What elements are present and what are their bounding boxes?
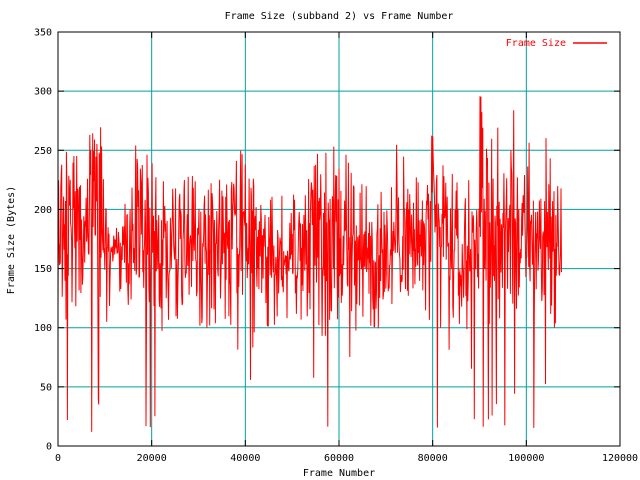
- y-tick-label-200: 200: [34, 205, 52, 216]
- y-tick-label-50: 50: [40, 382, 52, 393]
- axis-layer: [57, 31, 621, 447]
- y-axis-label: Frame Size (Bytes): [6, 186, 17, 294]
- x-tick-label-0: 0: [55, 453, 61, 464]
- x-tick-label-40000: 40000: [230, 453, 260, 464]
- x-tick-label-20000: 20000: [137, 453, 167, 464]
- x-axis-label: Frame Number: [303, 468, 375, 479]
- y-tick-label-150: 150: [34, 264, 52, 275]
- y-tick-label-0: 0: [46, 442, 52, 453]
- y-tick-label-250: 250: [34, 146, 52, 157]
- y-tick-label-350: 350: [34, 28, 52, 39]
- legend: Frame Size: [506, 38, 607, 49]
- x-tick-label-60000: 60000: [324, 453, 354, 464]
- x-tick-label-80000: 80000: [418, 453, 448, 464]
- tick-labels: 0 20000 40000 60000 80000 100000 120000 0 50 100 1…: [34, 28, 638, 465]
- legend-label-frame-size: Frame Size: [506, 38, 566, 49]
- series-layer: [57, 96, 562, 432]
- x-tick-label-120000: 120000: [602, 453, 638, 464]
- y-tick-label-100: 100: [34, 323, 52, 334]
- chart-title: Frame Size (subband 2) vs Frame Number: [225, 11, 454, 22]
- series-line-frame-size: [57, 96, 562, 432]
- x-tick-label-100000: 100000: [508, 453, 544, 464]
- y-tick-label-300: 300: [34, 87, 52, 98]
